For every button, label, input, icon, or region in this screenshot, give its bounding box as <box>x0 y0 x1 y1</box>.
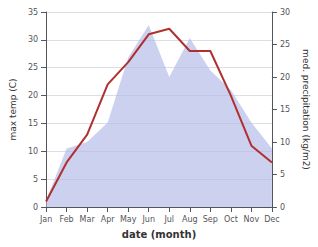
svg-text:30: 30 <box>280 8 290 17</box>
svg-text:15: 15 <box>280 105 290 114</box>
svg-text:Jul: Jul <box>163 215 174 224</box>
svg-text:0: 0 <box>33 203 38 212</box>
svg-text:Sep: Sep <box>203 215 218 224</box>
svg-text:Nov: Nov <box>244 215 260 224</box>
svg-text:10: 10 <box>280 138 290 147</box>
svg-text:May: May <box>120 215 137 224</box>
svg-text:Aug: Aug <box>182 215 198 224</box>
svg-text:med. precipitation (kg/m2): med. precipitation (kg/m2) <box>301 49 311 170</box>
svg-text:Oct: Oct <box>224 215 238 224</box>
svg-text:Apr: Apr <box>101 215 116 224</box>
svg-text:Mar: Mar <box>80 215 96 224</box>
svg-text:30: 30 <box>28 35 38 44</box>
svg-text:20: 20 <box>280 73 290 82</box>
svg-text:5: 5 <box>33 175 38 184</box>
svg-text:Jan: Jan <box>39 215 52 224</box>
svg-text:Jun: Jun <box>141 215 155 224</box>
svg-text:20: 20 <box>28 91 38 100</box>
svg-text:Feb: Feb <box>60 215 74 224</box>
svg-text:25: 25 <box>280 40 290 49</box>
svg-text:max temp (C): max temp (C) <box>8 78 18 140</box>
svg-text:0: 0 <box>280 203 285 212</box>
svg-text:35: 35 <box>28 8 38 17</box>
svg-text:5: 5 <box>280 170 285 179</box>
svg-text:15: 15 <box>28 119 38 128</box>
svg-text:date (month): date (month) <box>122 229 196 240</box>
svg-text:25: 25 <box>28 63 38 72</box>
svg-text:10: 10 <box>28 147 38 156</box>
svg-text:Dec: Dec <box>264 215 279 224</box>
